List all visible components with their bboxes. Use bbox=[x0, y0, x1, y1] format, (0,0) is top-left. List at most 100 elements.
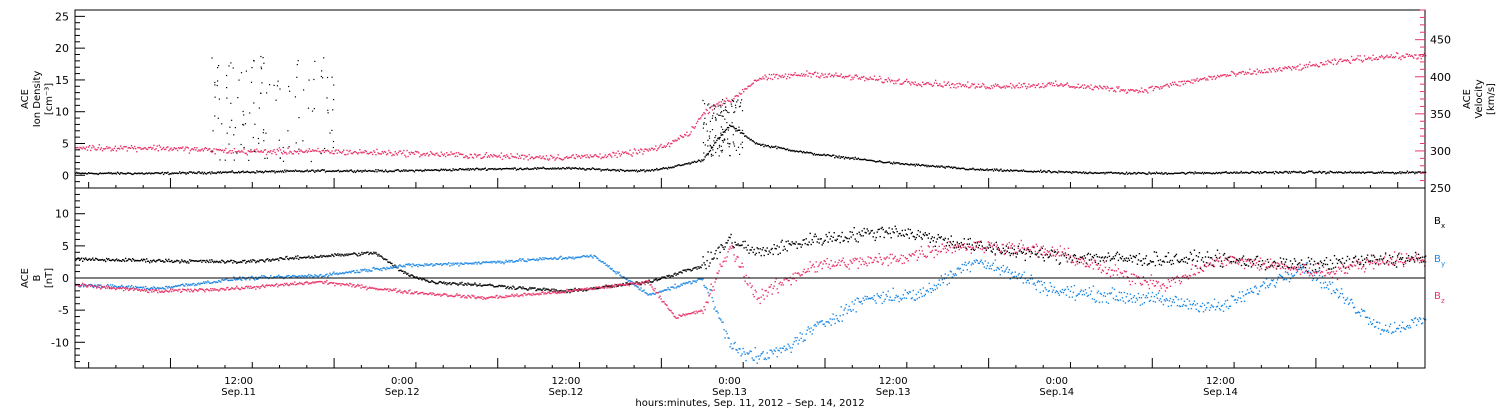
data-point bbox=[709, 131, 711, 133]
data-point bbox=[330, 255, 332, 257]
data-point bbox=[507, 168, 509, 170]
data-point bbox=[245, 70, 247, 72]
data-point bbox=[893, 82, 895, 85]
data-point bbox=[870, 159, 872, 162]
data-point bbox=[1409, 171, 1412, 174]
data-point bbox=[218, 149, 221, 151]
data-point bbox=[1037, 83, 1040, 85]
data-point bbox=[281, 170, 284, 172]
data-point bbox=[728, 143, 730, 145]
data-point bbox=[368, 152, 371, 154]
data-point bbox=[912, 164, 914, 166]
data-point bbox=[199, 150, 201, 152]
data-point bbox=[343, 255, 345, 257]
data-point bbox=[957, 86, 959, 88]
data-point bbox=[1234, 73, 1236, 75]
data-point bbox=[1275, 171, 1278, 173]
data-point bbox=[1102, 259, 1105, 262]
data-point bbox=[1375, 258, 1378, 261]
data-point bbox=[1260, 172, 1263, 174]
data-point bbox=[1111, 172, 1114, 174]
data-point bbox=[700, 161, 702, 163]
data-point bbox=[230, 279, 232, 282]
data-point bbox=[1187, 80, 1190, 82]
data-point bbox=[844, 75, 847, 78]
data-point bbox=[407, 155, 409, 158]
data-point bbox=[1304, 172, 1307, 174]
data-point bbox=[1046, 254, 1048, 256]
data-point bbox=[780, 241, 782, 243]
data-point bbox=[682, 269, 684, 272]
data-point bbox=[1369, 260, 1372, 262]
data-point bbox=[1325, 172, 1327, 175]
data-point bbox=[679, 164, 682, 167]
data-point bbox=[876, 231, 878, 233]
data-point bbox=[1229, 171, 1232, 174]
data-point bbox=[718, 144, 721, 146]
data-point bbox=[809, 72, 811, 75]
data-point bbox=[1150, 261, 1153, 263]
data-point bbox=[347, 170, 349, 173]
data-point bbox=[925, 83, 927, 85]
data-point bbox=[741, 141, 743, 143]
data-point bbox=[749, 85, 751, 87]
data-point bbox=[385, 258, 387, 261]
data-point bbox=[1088, 86, 1090, 88]
data-point bbox=[908, 164, 910, 166]
data-point bbox=[254, 172, 256, 174]
data-point bbox=[243, 148, 245, 150]
data-point bbox=[1020, 84, 1023, 86]
data-point bbox=[1407, 255, 1410, 257]
data-point bbox=[424, 168, 426, 171]
data-point bbox=[859, 78, 862, 80]
data-point bbox=[814, 154, 817, 156]
data-point bbox=[758, 358, 760, 360]
data-point bbox=[387, 267, 389, 270]
data-point bbox=[670, 143, 672, 145]
data-point bbox=[750, 350, 752, 353]
data-point bbox=[372, 253, 374, 255]
data-point bbox=[1191, 259, 1194, 262]
data-point bbox=[265, 132, 267, 134]
data-point bbox=[739, 153, 741, 155]
data-point bbox=[1314, 171, 1316, 174]
data-point bbox=[518, 167, 521, 170]
data-point bbox=[491, 262, 493, 264]
data-point bbox=[525, 168, 527, 170]
data-point bbox=[596, 168, 598, 170]
data-point bbox=[1228, 256, 1231, 258]
data-point bbox=[469, 168, 471, 170]
data-point bbox=[145, 285, 147, 288]
data-point bbox=[1044, 254, 1046, 256]
data-point bbox=[645, 292, 647, 294]
data-point bbox=[436, 169, 438, 171]
data-point bbox=[748, 352, 750, 354]
data-point bbox=[335, 149, 337, 151]
data-point bbox=[488, 168, 491, 170]
data-point bbox=[786, 148, 789, 150]
data-point bbox=[1130, 173, 1132, 175]
data-point bbox=[103, 259, 105, 262]
data-point bbox=[1043, 260, 1045, 262]
data-point bbox=[378, 153, 380, 155]
data-point bbox=[660, 143, 662, 146]
data-point bbox=[327, 109, 329, 111]
data-point bbox=[1110, 171, 1113, 173]
data-point bbox=[1092, 257, 1095, 259]
data-point bbox=[1114, 89, 1116, 92]
data-point bbox=[908, 80, 910, 83]
data-point bbox=[1374, 58, 1376, 60]
data-point bbox=[1338, 259, 1341, 261]
data-point bbox=[299, 170, 301, 172]
data-point bbox=[896, 80, 898, 82]
data-point bbox=[939, 166, 941, 168]
data-point bbox=[979, 86, 982, 88]
data-point bbox=[486, 156, 489, 158]
data-point bbox=[1185, 80, 1188, 83]
data-point bbox=[1345, 172, 1347, 174]
data-point bbox=[282, 258, 284, 260]
data-point bbox=[406, 149, 408, 152]
data-point bbox=[368, 269, 370, 271]
data-point bbox=[723, 139, 725, 141]
data-point bbox=[559, 167, 561, 170]
